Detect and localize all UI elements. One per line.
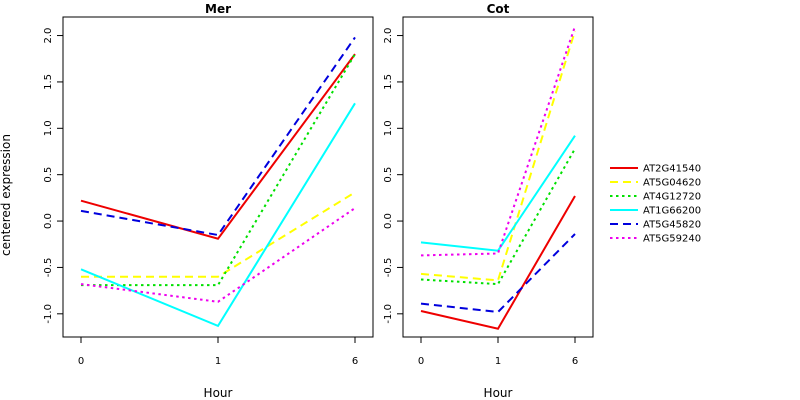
x-tick-label: 0: [78, 356, 84, 367]
plot-area-cot: -1.0 -0.5 0.0 0.5 1.0 1.5 2.0 0 1 6: [383, 16, 594, 367]
x-axis-title-mer: Hour: [204, 386, 233, 400]
legend-label-at2g41540: AT2G41540: [643, 164, 701, 175]
y-tick-label: 2.0: [43, 28, 54, 44]
x-axis-title-cot: Hour: [484, 386, 513, 400]
x-tick-label: 0: [418, 356, 424, 367]
y-tick-label: 1.0: [43, 120, 54, 136]
y-tick-label: 1.5: [383, 74, 394, 90]
series-line-at5g59240: [420, 25, 576, 257]
legend-label-at5g59240: AT5G59240: [643, 234, 701, 245]
series-line-at5g45820: [420, 233, 576, 314]
series-line-at5g04620: [420, 30, 576, 282]
legend-label-at5g04620: AT5G04620: [643, 178, 701, 189]
plot-frame: [62, 16, 374, 338]
y-tick-label: 1.5: [43, 74, 54, 90]
y-tick-label: -0.5: [43, 258, 54, 278]
series-line-at5g59240: [80, 207, 356, 303]
x-tick-label: 1: [215, 356, 221, 367]
y-axis-title: centered expression: [0, 134, 13, 256]
panel-title-mer: Mer: [205, 2, 231, 16]
plot-area-mer: -1.0 -0.5 0.0 0.5 1.0 1.5 2.0 0 1 6: [43, 16, 374, 367]
y-tick-label: -0.5: [383, 258, 394, 278]
series-line-at2g41540: [420, 195, 576, 330]
x-tick-label: 6: [572, 356, 578, 367]
y-tick-label: -1.0: [383, 304, 394, 324]
y-tick-label: -1.0: [43, 304, 54, 324]
y-tick-label: 1.0: [383, 120, 394, 136]
y-tick-label: 0.5: [43, 167, 54, 183]
panel-cot: Cot Hour -1.0 -0.5 0.0 0.5 1.0 1.5 2.0 0 1 6: [383, 2, 594, 400]
legend-label-at5g45820: AT5G45820: [643, 220, 701, 231]
y-tick-label: 0.0: [383, 213, 394, 229]
x-tick-label: 1: [495, 356, 501, 367]
series-line-at1g66200: [420, 135, 576, 252]
legend-label-at4g12720: AT4G12720: [643, 192, 701, 203]
panel-mer: Mer Hour -1.0 -0.5 0.0 0.5 1.0 1.5 2.0 0 1 6: [43, 2, 374, 400]
y-tick-label: 2.0: [383, 28, 394, 44]
legend: AT2G41540 AT5G04620 AT4G12720 AT1G66200 AT5G…: [610, 164, 701, 245]
series-line-at1g66200: [80, 102, 356, 328]
x-tick-label: 6: [352, 356, 358, 367]
series-line-at2g41540: [80, 53, 356, 240]
panel-title-cot: Cot: [487, 2, 510, 16]
series-line-at5g45820: [80, 36, 356, 237]
legend-label-at1g66200: AT1G66200: [643, 206, 701, 217]
y-tick-label: 0.5: [383, 167, 394, 183]
y-tick-label: 0.0: [43, 213, 54, 229]
series-line-at4g12720: [420, 148, 576, 286]
series-line-at5g04620: [81, 191, 356, 278]
